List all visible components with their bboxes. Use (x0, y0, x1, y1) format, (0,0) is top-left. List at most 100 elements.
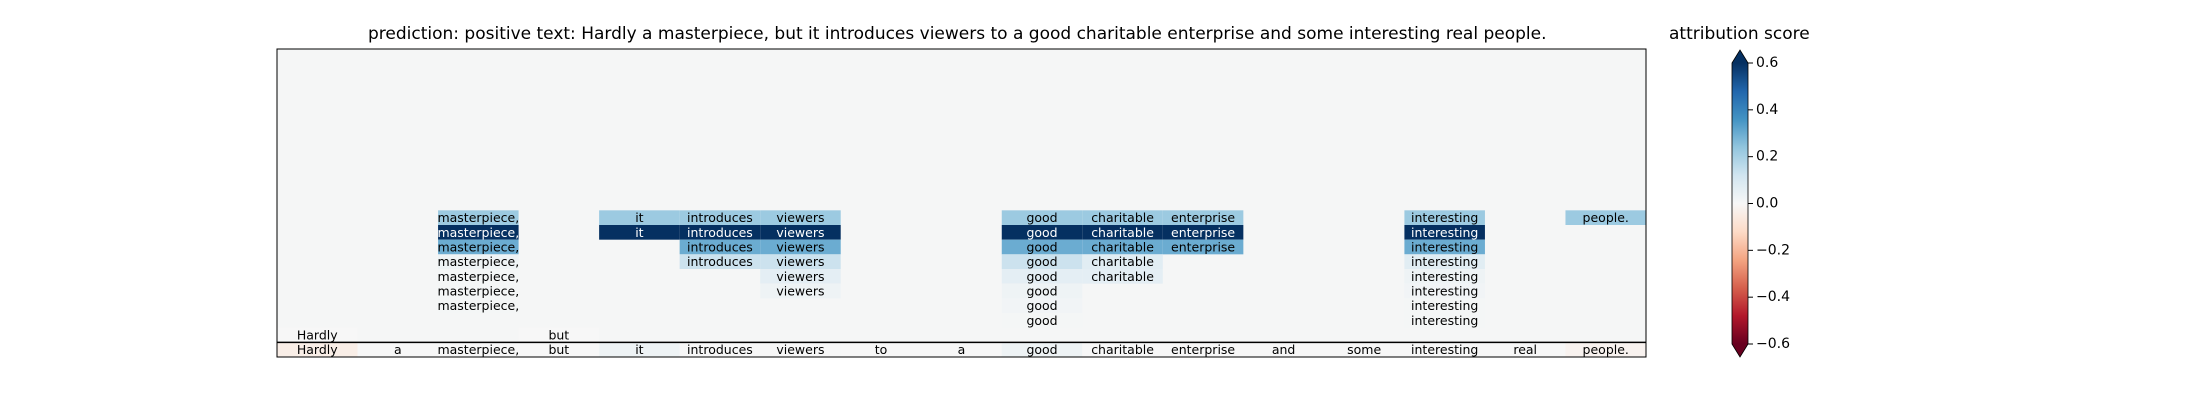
cell-token-label: interesting (1411, 313, 1478, 328)
colorbar-tick-label: 0.0 (1756, 196, 1778, 212)
colorbar-tick-label: 0.2 (1756, 149, 1778, 165)
heatmap-cell (277, 327, 358, 343)
heatmap-cell (1162, 210, 1244, 225)
heatmap-cell (1001, 210, 1083, 225)
cell-token-label: viewers (776, 210, 824, 225)
heatmap-cell (679, 210, 761, 225)
colorbar-tick-label: −0.4 (1756, 289, 1790, 305)
heatmap-cell (438, 254, 519, 269)
heatmap-cell (599, 225, 680, 240)
heatmap-cell (1082, 269, 1163, 284)
heatmap-cell (518, 327, 600, 343)
cell-token-label: viewers (776, 240, 824, 255)
heatmap-cell (760, 254, 841, 269)
heatmap-cell (760, 225, 841, 240)
cell-token-label: and (1272, 342, 1296, 357)
cell-token-label: charitable (1091, 254, 1154, 269)
cell-token-label: a (958, 342, 966, 357)
heatmap-cell (1162, 342, 1244, 357)
heatmap-cell (760, 239, 841, 255)
cell-token-label: good (1026, 284, 1057, 299)
cell-token-label: good (1026, 342, 1057, 357)
heatmap-cell (1404, 239, 1485, 255)
cell-token-label: Hardly (297, 328, 338, 343)
heatmap-cell (679, 239, 761, 255)
cell-token-label: masterpiece, (437, 284, 519, 299)
cell-token-label: but (548, 342, 569, 357)
heatmap-cell (760, 210, 841, 225)
heatmap-cell (1082, 210, 1163, 225)
cell-token-label: enterprise (1171, 225, 1235, 240)
cell-token-label: interesting (1411, 298, 1478, 313)
cell-token-label: people. (1583, 210, 1629, 225)
heatmap-cell (518, 342, 600, 357)
heatmap-cell (1082, 342, 1163, 357)
heatmap-cell (1404, 210, 1485, 225)
cell-token-label: masterpiece, (437, 225, 519, 240)
heatmap-cell (1001, 269, 1083, 284)
heatmap-cell (760, 342, 841, 357)
cell-token-label: introduces (687, 254, 753, 269)
heatmap-cell (679, 342, 761, 357)
cell-token-label: good (1026, 298, 1057, 313)
heatmap-cell (438, 225, 519, 240)
cell-token-label: good (1026, 210, 1057, 225)
heatmap-cell (357, 342, 439, 357)
heatmap-cell (1404, 225, 1485, 240)
cell-token-label: viewers (776, 284, 824, 299)
colorbar-gradient (1732, 63, 1748, 344)
plot-frame (276, 48, 1647, 358)
cell-token-label: charitable (1091, 225, 1154, 240)
heatmap-cell (1565, 342, 1646, 357)
heatmap-cell (1001, 254, 1083, 269)
cell-token-label: Hardly (297, 342, 338, 357)
cell-token-label: good (1026, 313, 1057, 328)
heatmap-cell (1404, 283, 1485, 299)
cell-token-label: masterpiece, (437, 269, 519, 284)
heatmap-cell (1001, 283, 1083, 299)
cell-token-label: charitable (1091, 240, 1154, 255)
cell-token-label: interesting (1411, 210, 1478, 225)
cell-token-label: viewers (776, 254, 824, 269)
heatmap-cell (1404, 254, 1485, 269)
heatmap-cell (438, 298, 519, 313)
colorbar-title: attribution score (1669, 24, 1810, 44)
cell-token-label: masterpiece, (437, 254, 519, 269)
cell-token-label: real (1513, 342, 1537, 357)
heatmap-cell (438, 239, 519, 255)
heatmap-cell (438, 283, 519, 299)
cell-token-label: interesting (1411, 240, 1478, 255)
colorbar-bottom-extension (1732, 344, 1748, 357)
heatmap-cell (438, 269, 519, 284)
cell-token-label: good (1026, 269, 1057, 284)
cell-token-label: interesting (1411, 342, 1478, 357)
cell-token-label: masterpiece, (437, 342, 519, 357)
cell-token-label: interesting (1411, 254, 1478, 269)
colorbar-tick-label: 0.4 (1756, 102, 1778, 118)
cell-token-label: good (1026, 254, 1057, 269)
cell-token-label: to (875, 342, 888, 357)
heatmap-cell (1162, 225, 1244, 240)
heatmap-cell (840, 342, 922, 357)
cell-token-label: charitable (1091, 269, 1154, 284)
heatmap-cell (1404, 298, 1485, 313)
cell-token-label: people. (1583, 342, 1629, 357)
heatmap-cell (1484, 342, 1566, 357)
cell-token-label: enterprise (1171, 342, 1235, 357)
heatmap-cell (438, 210, 519, 225)
heatmap-cell (760, 269, 841, 284)
heatmap-cell (1082, 225, 1163, 240)
cell-token-label: masterpiece, (437, 210, 519, 225)
cell-token-label: masterpiece, (437, 298, 519, 313)
heatmap-cell (438, 342, 519, 357)
heatmap-cell (1404, 269, 1485, 284)
heatmap-cell (921, 342, 1002, 357)
cell-token-label: interesting (1411, 225, 1478, 240)
heatmap-cell (760, 283, 841, 299)
chart-title: prediction: positive text: Hardly a mast… (368, 24, 1547, 44)
cell-token-label: charitable (1091, 342, 1154, 357)
cell-token-label: it (635, 225, 643, 240)
heatmap-cell (1001, 313, 1083, 328)
cell-token-label: it (635, 342, 643, 357)
heatmap-cell (1162, 239, 1244, 255)
